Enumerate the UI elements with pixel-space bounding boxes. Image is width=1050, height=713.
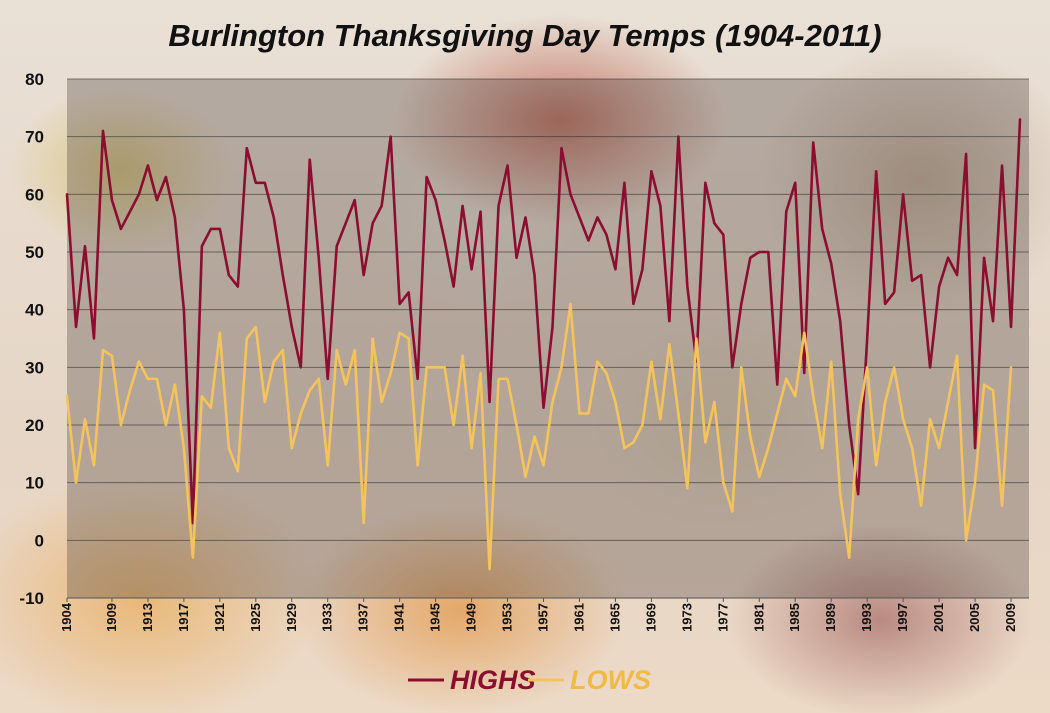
x-tick-label: 1977 [715, 603, 730, 632]
x-tick-label: 1929 [284, 603, 299, 632]
x-tick-label: 1957 [536, 603, 551, 632]
x-tick-label: 1941 [392, 603, 407, 632]
x-tick-label: 1969 [643, 603, 658, 632]
x-tick-label: 1949 [464, 603, 479, 632]
x-tick-label: 1997 [895, 603, 910, 632]
x-tick-label: 2005 [967, 603, 982, 632]
y-tick-label: 70 [25, 128, 44, 147]
x-tick-label: 1965 [607, 603, 622, 632]
y-axis: -10 0 10 20 30 40 50 60 70 80 [19, 70, 44, 608]
x-tick-label: 1937 [356, 603, 371, 632]
y-tick-label: 60 [25, 185, 44, 204]
legend: HIGHS LOWS [408, 665, 651, 695]
x-tick-label: 1973 [679, 603, 694, 632]
x-tick-label: 1925 [248, 603, 263, 632]
chart-title: Burlington Thanksgiving Day Temps (1904-… [168, 18, 881, 53]
x-tick-label: 1913 [140, 603, 155, 632]
x-tick-label: 1953 [500, 603, 515, 632]
x-tick-label: 1904 [59, 602, 74, 632]
plot-area [67, 79, 1029, 598]
gridlines [67, 78, 1029, 599]
y-tick-label: 40 [25, 301, 44, 320]
x-tick-label: 1921 [212, 603, 227, 632]
y-tick-label: 80 [25, 70, 44, 89]
y-tick-label: 30 [25, 358, 44, 377]
series-line-highs [65, 118, 1022, 525]
x-tick-label: 1945 [428, 603, 443, 632]
legend-label-lows: LOWS [570, 665, 651, 695]
x-tick-label: 1989 [823, 603, 838, 632]
x-tick-label: 1933 [320, 603, 335, 632]
x-tick-label: 2001 [931, 603, 946, 632]
y-tick-label: -10 [19, 589, 44, 608]
y-tick-label: 10 [25, 474, 44, 493]
y-tick-label: 50 [25, 243, 44, 262]
x-tick-label: 1909 [104, 603, 119, 632]
series-lines [65, 118, 1022, 571]
x-tick-label: 1993 [859, 603, 874, 632]
legend-label-highs: HIGHS [450, 665, 536, 695]
x-tick-label: 1917 [176, 603, 191, 632]
series-line-lows [65, 302, 1013, 571]
x-tick-label: 1981 [751, 603, 766, 632]
x-tick-label: 1985 [787, 603, 802, 632]
x-axis: 1904 1909 1913 1917 1921 1925 1929 1933 1937 1941… [59, 597, 1029, 632]
y-tick-label: 0 [35, 531, 44, 550]
y-tick-label: 20 [25, 416, 44, 435]
x-tick-label: 2009 [1003, 603, 1018, 632]
x-tick-label: 1961 [571, 603, 586, 632]
